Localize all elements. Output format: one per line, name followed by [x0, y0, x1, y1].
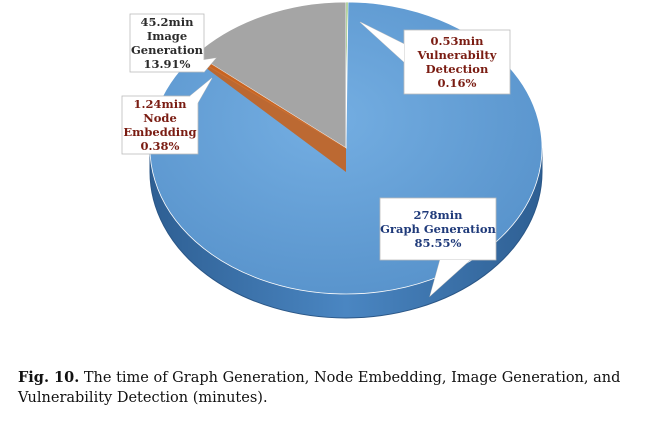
callout-box	[379, 197, 497, 261]
callout-box	[121, 95, 199, 155]
caption-text: The time of Graph Generation, Node Embed…	[18, 370, 621, 406]
callout-text: Image	[147, 29, 187, 43]
callout-text: 45.2min	[141, 15, 195, 29]
callout-text: 278min	[414, 208, 464, 222]
callout-text: 0.16%	[438, 76, 477, 90]
callout-pointer-fill	[190, 78, 212, 106]
callout-text: Detection	[426, 62, 489, 76]
callout-text: 0.38%	[141, 139, 180, 153]
callout-pointer-fill	[360, 22, 404, 62]
callout-pointer-fill	[190, 58, 216, 72]
figure-caption: Fig. 10. The time of Graph Generation, N…	[18, 368, 638, 408]
pie-inner-face	[195, 54, 346, 172]
pie-slice-image-generation	[195, 1, 347, 149]
callout-box	[403, 29, 511, 95]
callout-text: Graph Generation	[380, 222, 496, 236]
callout-text: Generation	[131, 43, 204, 57]
pie-chart: 45.2minImageGeneration13.91%1.24minNodeE…	[121, 1, 543, 319]
callout-text: 85.55%	[415, 236, 462, 250]
callout-pointer-fill	[430, 260, 470, 296]
caption-prefix: Fig. 10.	[18, 369, 80, 386]
callout-text: 13.91%	[144, 57, 191, 71]
callout-text: Embedding	[123, 125, 196, 139]
callout-text: Node	[143, 111, 177, 125]
callout-text: 0.53min	[431, 34, 485, 48]
callout-text: 1.24min	[134, 97, 188, 111]
callout-text: Vulnerabilty	[417, 48, 497, 62]
